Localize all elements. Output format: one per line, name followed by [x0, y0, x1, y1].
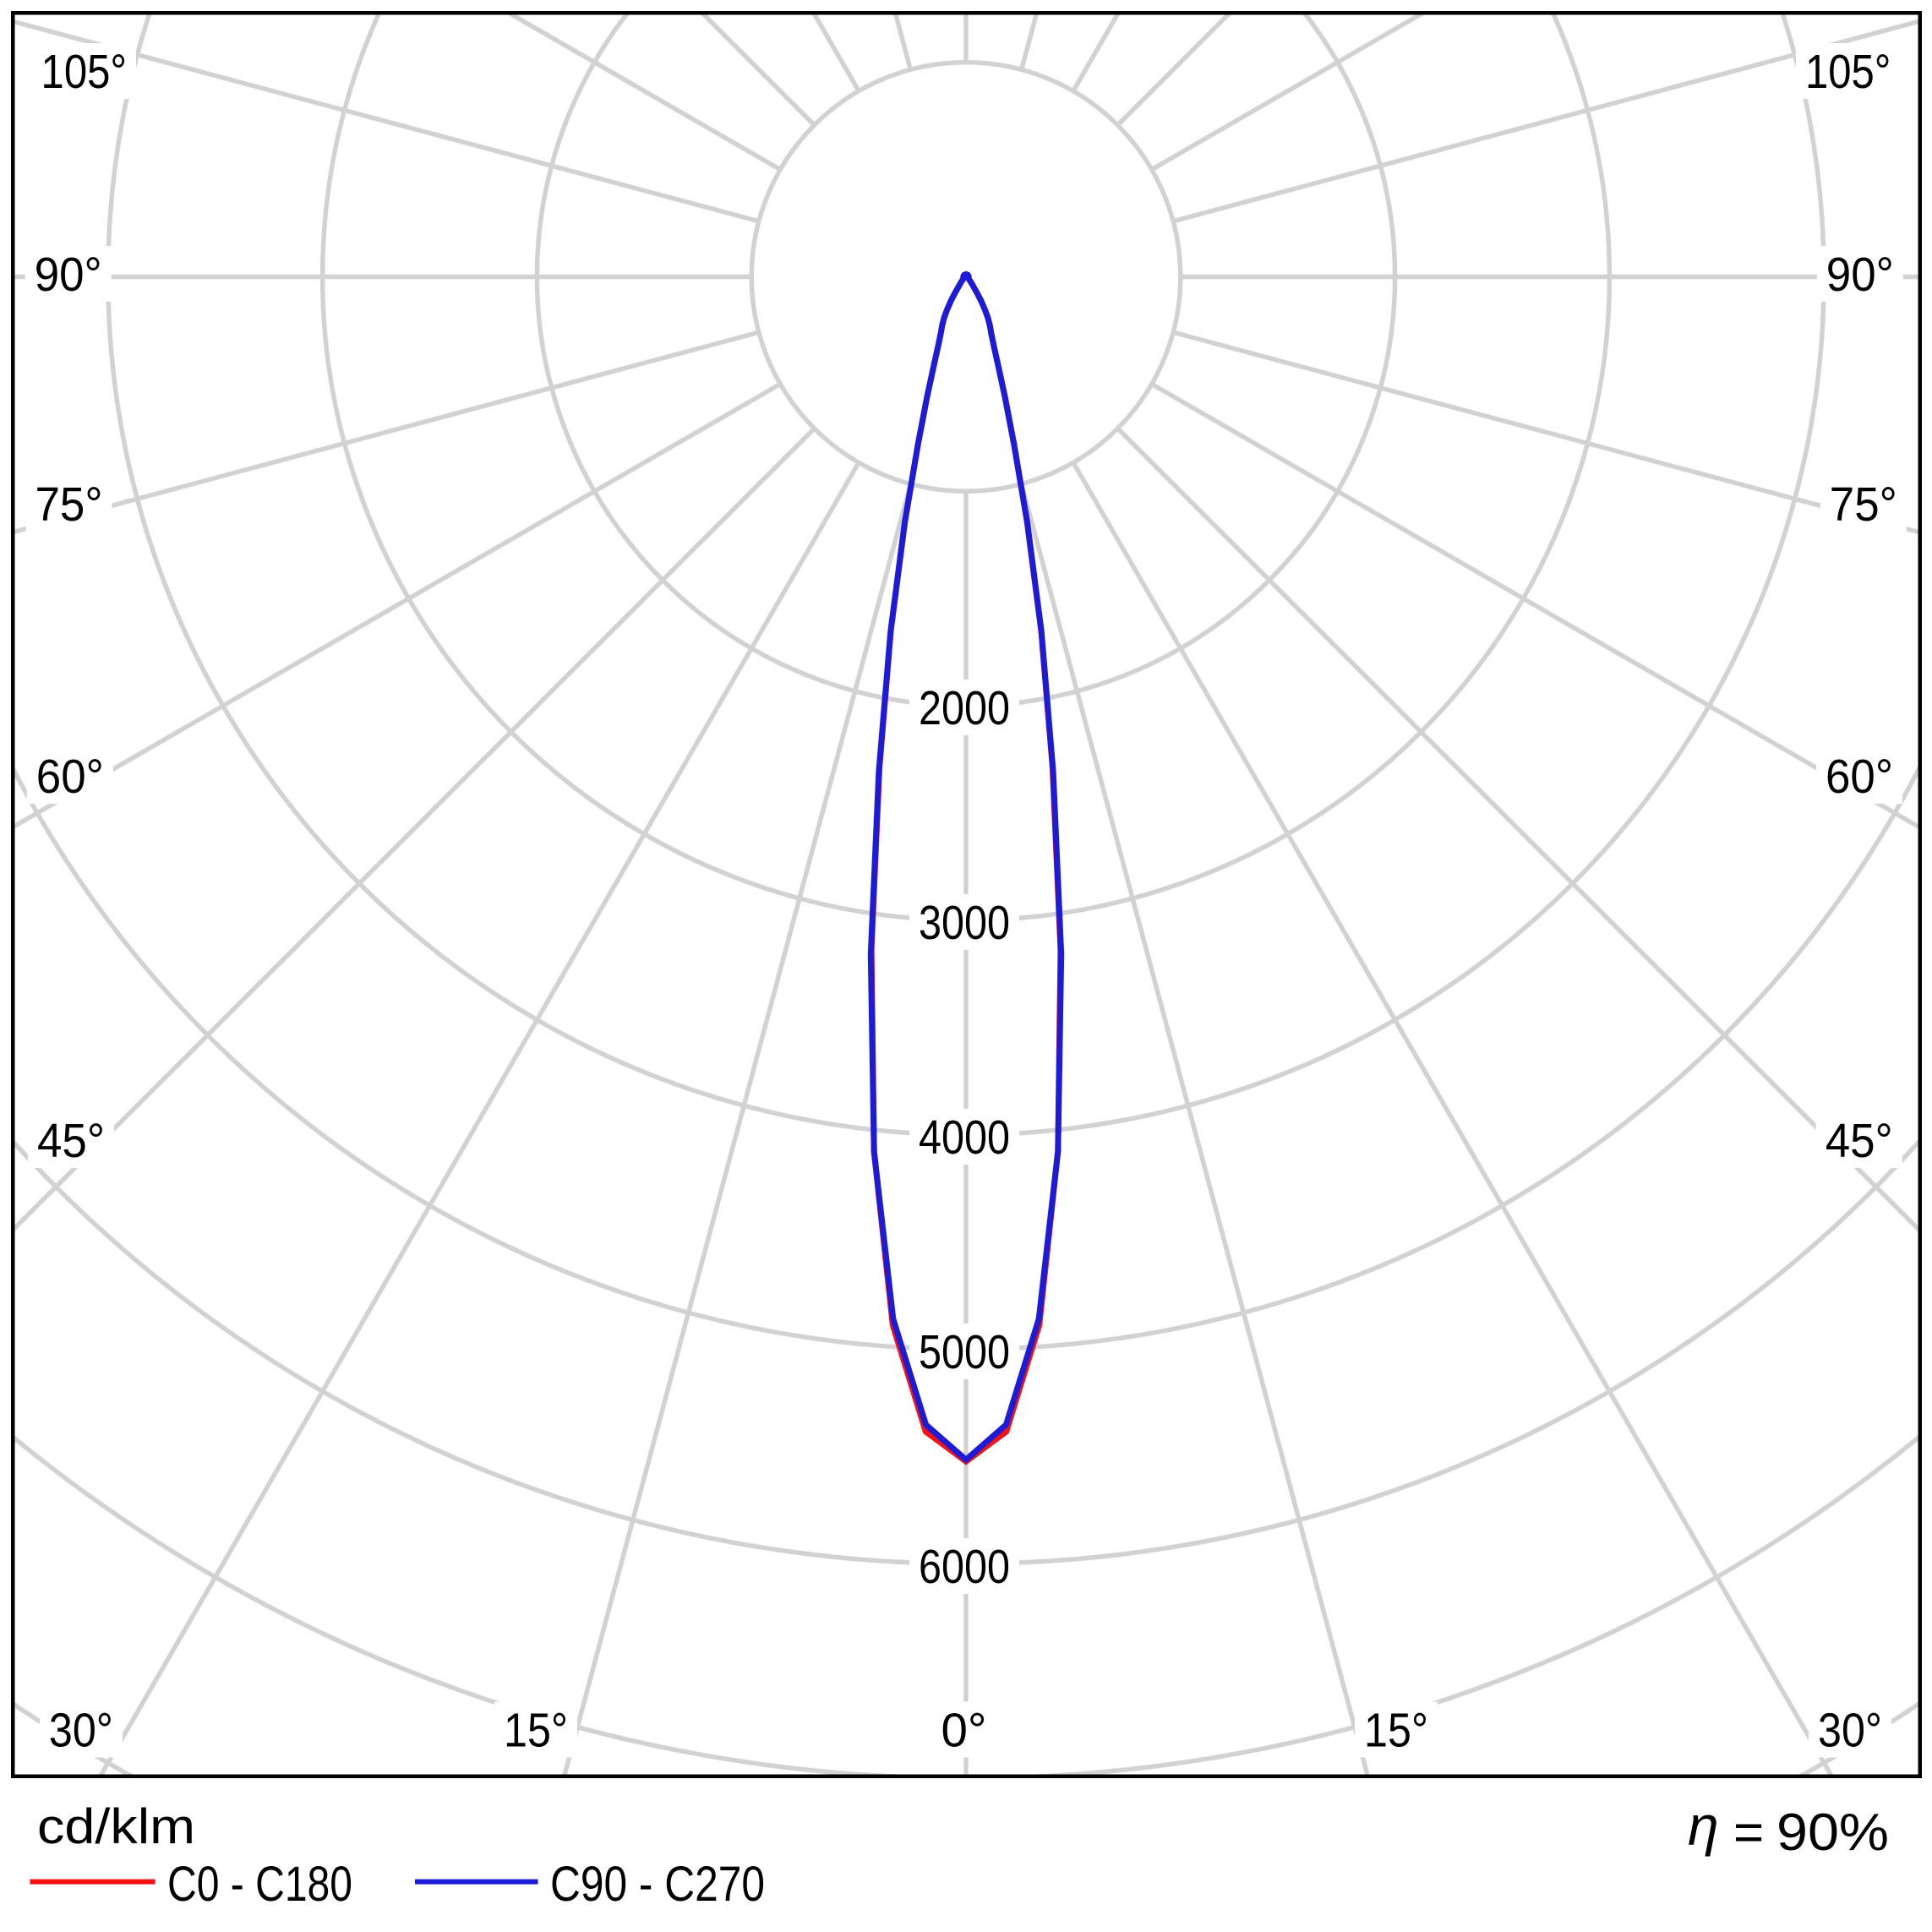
- svg-text:η: η: [1688, 1794, 1719, 1857]
- svg-text:75°: 75°: [1830, 478, 1897, 532]
- svg-text:C0 - C180: C0 - C180: [167, 1857, 352, 1912]
- svg-text:75°: 75°: [35, 478, 103, 532]
- svg-text:15°: 15°: [1364, 1704, 1428, 1758]
- svg-text:105°: 105°: [1805, 45, 1891, 99]
- svg-text:=: =: [1733, 1804, 1764, 1862]
- svg-text:60°: 60°: [36, 750, 104, 804]
- svg-text:cd/klm: cd/klm: [37, 1799, 195, 1854]
- svg-text:60°: 60°: [1826, 750, 1893, 804]
- svg-text:3000: 3000: [919, 896, 1010, 950]
- svg-text:2000: 2000: [919, 681, 1010, 735]
- svg-text:0°: 0°: [941, 1704, 987, 1758]
- svg-text:45°: 45°: [1826, 1114, 1893, 1168]
- svg-text:15°: 15°: [504, 1704, 568, 1758]
- svg-text:45°: 45°: [37, 1114, 105, 1168]
- svg-text:6000: 6000: [919, 1540, 1010, 1594]
- svg-text:30°: 30°: [49, 1704, 113, 1758]
- svg-text:30°: 30°: [1818, 1704, 1882, 1758]
- svg-text:4000: 4000: [919, 1111, 1010, 1165]
- svg-text:90°: 90°: [1826, 248, 1894, 302]
- svg-text:90%: 90%: [1776, 1804, 1889, 1862]
- svg-text:5000: 5000: [919, 1325, 1010, 1379]
- svg-text:C90 - C270: C90 - C270: [550, 1857, 765, 1912]
- svg-text:90°: 90°: [35, 248, 102, 302]
- svg-text:105°: 105°: [41, 45, 128, 99]
